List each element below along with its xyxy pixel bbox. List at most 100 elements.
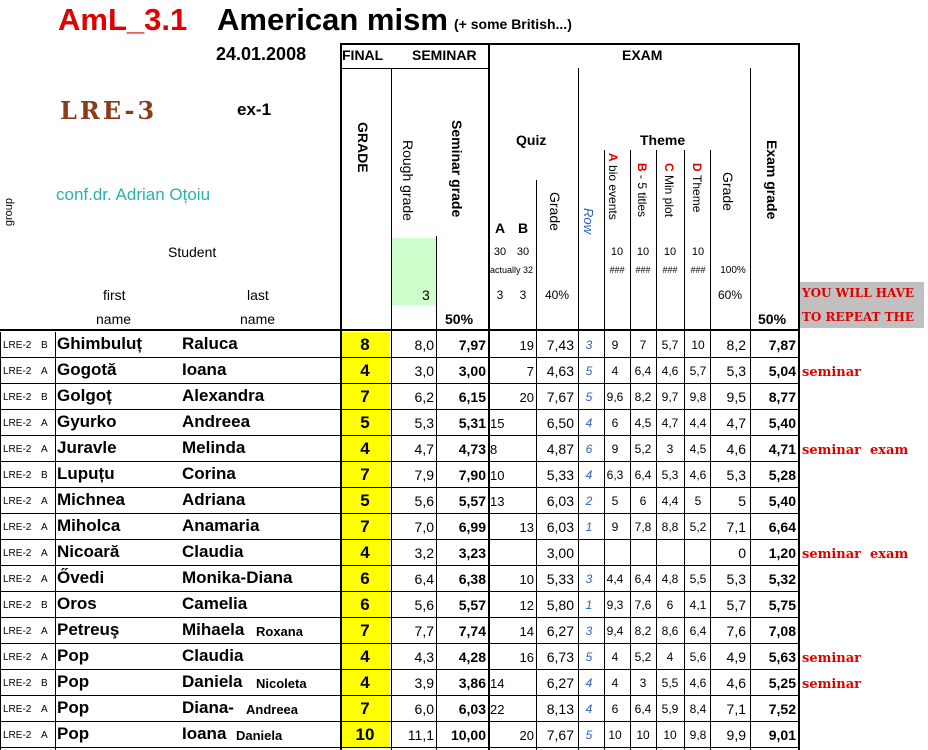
header-theme-a: A bio events	[606, 153, 620, 220]
row-theme-a: 10	[608, 728, 622, 742]
quiz-b-weight: 3	[519, 288, 527, 302]
grid-line	[750, 68, 751, 750]
row-theme-d: 4,6	[689, 676, 707, 690]
row-theme-c: 5,7	[661, 338, 679, 352]
row-quiz-a: 14	[490, 676, 505, 691]
row-theme-c: 4,6	[661, 364, 679, 378]
header-seminar-grade: Seminar grade	[449, 120, 465, 218]
row-final-grade: 7	[340, 384, 390, 409]
grid-line	[578, 68, 579, 750]
row-final-grade: 7	[340, 696, 390, 721]
row-first-name: Pop	[57, 646, 90, 665]
row-theme-d: 5,5	[689, 572, 707, 586]
row-quiz-grade: 5,33	[546, 467, 574, 483]
row-theme-a: 9	[611, 520, 619, 534]
row-theme-c: 5,5	[661, 676, 679, 690]
row-theme-grade: 5	[738, 493, 746, 509]
row-theme-grade: 4,7	[726, 415, 746, 431]
header-first-name: name	[96, 311, 132, 327]
row-theme-c: 6	[666, 598, 674, 612]
row-theme-grade: 5,7	[726, 597, 746, 613]
row-rough: 5,3	[414, 415, 434, 431]
row-divider	[0, 383, 800, 384]
row-theme-c: 3	[666, 442, 674, 456]
row-theme-grade: 4,9	[726, 649, 746, 665]
row-quiz-a: 10	[490, 468, 505, 483]
row-theme-grade: 7,6	[726, 623, 746, 639]
header-exam-grade: Exam grade	[764, 140, 780, 220]
row-theme-b: 6,4	[634, 364, 652, 378]
row-row: 5	[585, 728, 593, 742]
row-group: LRE-2	[3, 548, 32, 559]
row-theme-grade: 9,5	[726, 389, 746, 405]
row-first-name: Gyurko	[57, 412, 117, 431]
row-quiz-grade: 6,27	[546, 623, 574, 639]
row-group: LRE-2	[3, 574, 32, 585]
row-theme-d: 5,7	[689, 364, 707, 378]
row-last-name: Corina	[182, 464, 236, 483]
row-rough: 8,0	[414, 337, 434, 353]
row-theme-d: 9,8	[689, 390, 707, 404]
grid-line	[710, 150, 711, 750]
row-final-grade: 5	[340, 410, 390, 435]
row-row: 2	[585, 494, 593, 508]
header-theme-c: C Min plot	[662, 163, 676, 218]
grid-line	[536, 180, 537, 750]
row-theme-d: 4,1	[689, 598, 707, 612]
row-quiz-grade: 6,27	[546, 675, 574, 691]
row-last-name: Claudia	[182, 646, 244, 665]
row-final-grade: 4	[340, 436, 390, 461]
row-group: LRE-2	[3, 730, 32, 741]
row-exam-grade: 7,08	[768, 623, 796, 639]
row-group: LRE-2	[3, 392, 32, 403]
row-seminar-grade: 7,74	[458, 623, 486, 639]
row-quiz-grade: 6,73	[546, 649, 574, 665]
row-quiz-grade: 8,13	[546, 701, 574, 717]
row-theme-d: 5,6	[689, 650, 707, 664]
row-theme-a: 4	[611, 364, 619, 378]
row-theme-a: 6,3	[606, 468, 624, 482]
row-group: LRE-2	[3, 522, 32, 533]
row-quiz-grade: 7,43	[546, 337, 574, 353]
row-quiz-grade: 7,67	[546, 727, 574, 743]
row-quiz-grade: 6,03	[546, 493, 574, 509]
row-theme-b: 4,5	[634, 416, 652, 430]
grid-line	[604, 150, 605, 750]
row-first-name: Michnea	[57, 490, 126, 509]
row-theme-b: 6,4	[634, 572, 652, 586]
header-final: FINAL	[342, 47, 384, 63]
row-theme-d: 8,4	[689, 702, 707, 716]
theme-60: 60%	[717, 288, 743, 302]
row-subgroup: B	[41, 678, 48, 689]
row-divider	[0, 747, 800, 748]
row-exam-grade: 5,04	[768, 363, 796, 379]
row-seminar-grade: 3,00	[458, 363, 486, 379]
exam-pct: 50%	[758, 311, 787, 327]
header-rough-grade: Rough grade	[400, 140, 416, 221]
rough-weight: 3	[422, 287, 430, 303]
row-rough: 7,9	[414, 467, 434, 483]
row-row: 4	[585, 416, 593, 430]
row-repeat-seminar: seminar	[802, 547, 862, 562]
row-theme-d: 4,6	[689, 468, 707, 482]
grid-line	[798, 43, 800, 750]
row-rough: 6,2	[414, 389, 434, 405]
row-theme-c: 10	[663, 728, 677, 742]
row-theme-c: 4,8	[661, 572, 679, 586]
row-first-name: Ghimbuluț	[57, 334, 142, 353]
row-seminar-grade: 4,73	[458, 441, 486, 457]
group-label: LRE-3	[60, 96, 158, 125]
row-exam-grade: 4,71	[768, 441, 796, 457]
row-divider	[0, 565, 800, 566]
row-theme-b: 7,8	[634, 520, 652, 534]
seminar-pct: 50%	[445, 311, 474, 327]
row-quiz-b: 16	[519, 650, 534, 665]
row-theme-b: 5,2	[634, 650, 652, 664]
row-last-name: Diana-	[182, 698, 234, 717]
row-first-name: Ővedi	[57, 568, 105, 587]
theme-d-max: 10	[691, 246, 705, 258]
row-theme-a: 9	[611, 338, 619, 352]
row-theme-d: 10	[691, 338, 705, 352]
row-row: 6	[585, 442, 593, 456]
row-theme-b: 8,2	[634, 390, 652, 404]
